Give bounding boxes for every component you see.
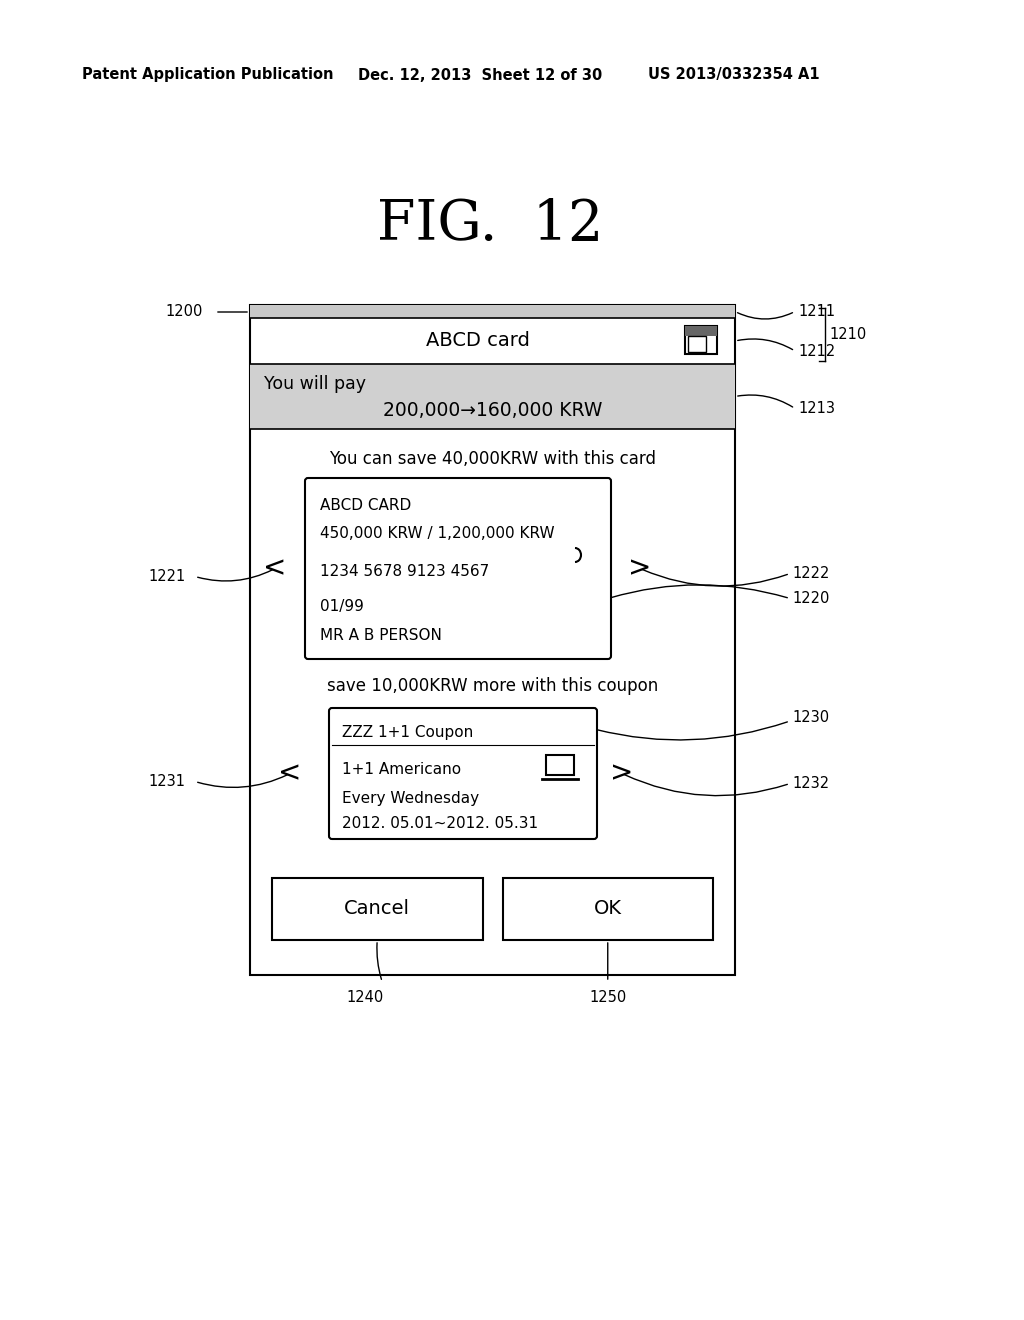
Text: >: >	[610, 759, 634, 788]
Text: Dec. 12, 2013  Sheet 12 of 30: Dec. 12, 2013 Sheet 12 of 30	[358, 67, 602, 82]
Text: 450,000 KRW / 1,200,000 KRW: 450,000 KRW / 1,200,000 KRW	[319, 525, 555, 540]
FancyBboxPatch shape	[329, 708, 597, 840]
Text: 01/99: 01/99	[319, 598, 364, 614]
Text: You can save 40,000KRW with this card: You can save 40,000KRW with this card	[329, 450, 656, 469]
Bar	[250, 305, 735, 975]
Bar	[685, 326, 717, 354]
Text: 1200: 1200	[165, 305, 203, 319]
Text: MR A B PERSON: MR A B PERSON	[319, 628, 442, 644]
Text: 1213: 1213	[798, 401, 835, 416]
Text: 200,000→160,000 KRW: 200,000→160,000 KRW	[383, 401, 602, 421]
Text: OK: OK	[594, 899, 622, 919]
Text: You will pay: You will pay	[264, 375, 366, 393]
Bar	[546, 755, 574, 775]
Text: 1211: 1211	[798, 304, 836, 319]
Bar	[250, 364, 735, 429]
Text: >: >	[629, 554, 651, 582]
Bar	[685, 326, 717, 337]
Text: Every Wednesday: Every Wednesday	[342, 792, 479, 807]
Text: ZZZ 1+1 Coupon: ZZZ 1+1 Coupon	[342, 726, 473, 741]
Text: 1+1 Americano: 1+1 Americano	[342, 762, 461, 776]
Text: Cancel: Cancel	[344, 899, 411, 919]
Text: <: <	[263, 554, 287, 582]
Text: 1220: 1220	[792, 591, 829, 606]
Text: 1210: 1210	[829, 327, 866, 342]
Text: 1222: 1222	[792, 566, 829, 581]
Text: save 10,000KRW more with this coupon: save 10,000KRW more with this coupon	[327, 677, 658, 696]
Bar	[272, 878, 482, 940]
Text: Patent Application Publication: Patent Application Publication	[82, 67, 334, 82]
Text: 1230: 1230	[792, 710, 829, 726]
Text: 1221: 1221	[148, 569, 185, 583]
Text: 1250: 1250	[589, 990, 627, 1006]
Text: 1240: 1240	[347, 990, 384, 1006]
Bar	[688, 337, 706, 352]
Text: 2012. 05.01~2012. 05.31: 2012. 05.01~2012. 05.31	[342, 817, 539, 832]
Text: ABCD CARD: ABCD CARD	[319, 498, 412, 512]
Bar	[250, 305, 735, 318]
Text: 1234 5678 9123 4567: 1234 5678 9123 4567	[319, 564, 489, 578]
Text: <: <	[279, 759, 302, 788]
Text: 1232: 1232	[792, 776, 829, 791]
FancyBboxPatch shape	[305, 478, 611, 659]
Text: ABCD card: ABCD card	[426, 331, 529, 351]
Text: FIG.  12: FIG. 12	[377, 198, 603, 252]
Text: 1231: 1231	[148, 774, 185, 789]
Text: 1212: 1212	[798, 343, 836, 359]
Bar	[503, 878, 713, 940]
Text: US 2013/0332354 A1: US 2013/0332354 A1	[648, 67, 819, 82]
